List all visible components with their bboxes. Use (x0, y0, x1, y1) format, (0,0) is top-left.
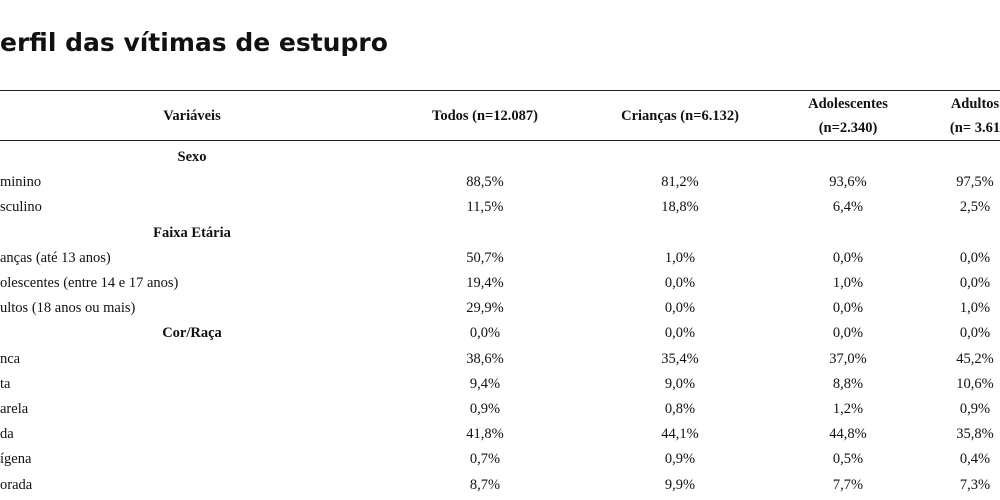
cell-value: 8,8% (832, 375, 864, 392)
cell-value: 35,4% (661, 350, 699, 367)
column-header: Todos (n=12.087) (431, 108, 539, 124)
column-header: Crianças (n=6.132) (621, 108, 739, 124)
row-label: nca (0, 350, 21, 367)
cell-value: 9,9% (664, 476, 696, 493)
cell-value: 8,7% (469, 476, 501, 493)
cell-value: 35,8% (956, 426, 994, 443)
cell-value: 0,0% (959, 325, 991, 342)
cell-value: 18,8% (661, 199, 699, 216)
cell-value: 11,5% (466, 199, 504, 216)
cell-value: 97,5% (956, 174, 994, 191)
cell-value: 1,2% (832, 401, 864, 417)
row-label: ígena (0, 451, 32, 468)
row-label: ultos (18 anos ou mais) (0, 300, 136, 317)
row-label: olescentes (entre 14 e 17 anos) (0, 275, 179, 291)
cell-value: 45,2% (956, 350, 994, 367)
cell-value: 1,0% (664, 249, 696, 266)
cell-value: 0,0% (664, 275, 696, 291)
cell-value: 7,3% (959, 476, 991, 493)
cell-value: 0,5% (832, 451, 864, 468)
cell-value: 0,0% (832, 249, 864, 266)
cell-value: 38,6% (466, 350, 504, 367)
cell-value: 0,4% (959, 451, 991, 468)
row-label: sculino (0, 199, 42, 216)
column-header: Adolescentes (808, 96, 888, 112)
cell-value: 88,5% (466, 174, 504, 191)
row-label: da (0, 426, 14, 443)
cell-value: 44,8% (829, 426, 867, 443)
row-label: anças (até 13 anos) (0, 249, 111, 266)
row-label: arela (0, 401, 29, 417)
rule (0, 90, 1000, 91)
cell-value: 0,9% (469, 401, 501, 417)
row-label: orada (0, 476, 33, 493)
cell-value: 41,8% (466, 426, 504, 443)
cell-value: 9,4% (469, 375, 501, 392)
column-header: Variáveis (163, 108, 221, 124)
cell-value: 2,5% (959, 199, 991, 216)
section-label: Cor/Raça (162, 325, 222, 342)
cell-value: 0,0% (832, 325, 864, 342)
row-label: ta (0, 375, 11, 392)
cell-value: 6,4% (832, 199, 864, 216)
cell-value: 37,0% (829, 350, 867, 367)
cell-value: 7,7% (832, 476, 864, 493)
cell-value: 0,0% (959, 275, 991, 291)
cell-value: 0,7% (469, 451, 501, 468)
cell-value: 0,0% (664, 300, 696, 317)
rule (0, 140, 1000, 141)
cell-value: 0,0% (664, 325, 696, 342)
cell-value: 19,4% (466, 275, 504, 291)
cell-value: 0,0% (469, 325, 501, 342)
cell-value: 1,0% (959, 300, 991, 317)
column-header: (n= 3.61 (949, 120, 1000, 136)
cell-value: 0,9% (664, 451, 696, 468)
section-label: Sexo (177, 149, 207, 165)
row-label: minino (0, 174, 42, 191)
cell-value: 0,8% (664, 401, 696, 417)
cell-value: 93,6% (829, 174, 867, 191)
cell-value: 0,0% (959, 249, 991, 266)
column-header: (n=2.340) (818, 120, 878, 136)
cell-value: 29,9% (466, 300, 504, 317)
cell-value: 0,0% (832, 300, 864, 317)
cell-value: 81,2% (661, 174, 699, 191)
cell-value: 44,1% (661, 426, 699, 443)
column-header: Adultos (950, 96, 1000, 112)
cell-value: 1,0% (832, 275, 864, 291)
title: erfil das vítimas de estupro (0, 28, 388, 57)
cell-value: 50,7% (466, 249, 504, 266)
section-label: Faixa Etária (153, 224, 231, 241)
cell-value: 9,0% (664, 375, 696, 392)
cell-value: 10,6% (956, 375, 994, 392)
cell-value: 0,9% (959, 401, 991, 417)
